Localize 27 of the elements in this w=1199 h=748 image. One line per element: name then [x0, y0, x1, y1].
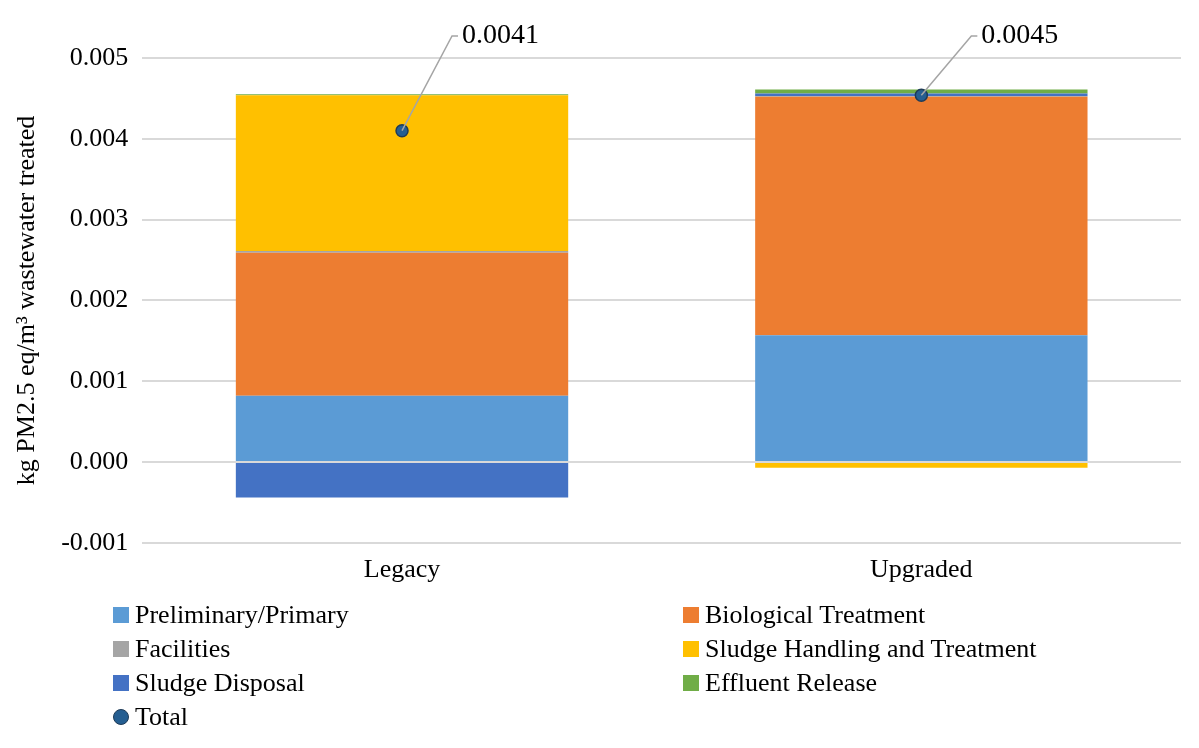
bar	[755, 335, 1088, 461]
x-tick-label: Legacy	[363, 554, 441, 584]
y-tick-label: 0.003	[69, 203, 129, 233]
legend-label: Sludge Disposal	[135, 667, 305, 699]
bar	[755, 96, 1088, 336]
legend-label: Effluent Release	[705, 667, 878, 699]
legend-label: Biological Treatment	[705, 599, 926, 631]
y-tick-label: 0.004	[69, 122, 129, 152]
y-tick-label: 0.005	[69, 41, 129, 71]
legend-label: Facilities	[135, 633, 231, 665]
legend-label: Total	[135, 701, 189, 733]
y-tick-label: 0.002	[69, 284, 129, 314]
x-tick-label: Upgraded	[870, 554, 973, 584]
data-label: 0.0045	[981, 18, 1059, 50]
bar	[235, 252, 569, 396]
legend-label: Sludge Handling and Treatment	[705, 633, 1037, 665]
y-axis-title: kg PM2.5 eq/m³ wastewater treated	[11, 115, 41, 486]
bar	[235, 463, 569, 498]
y-tick-label: -0.001	[61, 526, 129, 556]
y-tick-label: 0.000	[69, 445, 129, 475]
bar	[235, 395, 569, 461]
bar	[755, 89, 1088, 94]
bar	[235, 95, 569, 252]
y-tick-label: 0.001	[69, 365, 129, 395]
data-label: 0.0041	[462, 18, 540, 50]
bar	[755, 463, 1088, 468]
legend-label: Preliminary/Primary	[135, 599, 349, 631]
